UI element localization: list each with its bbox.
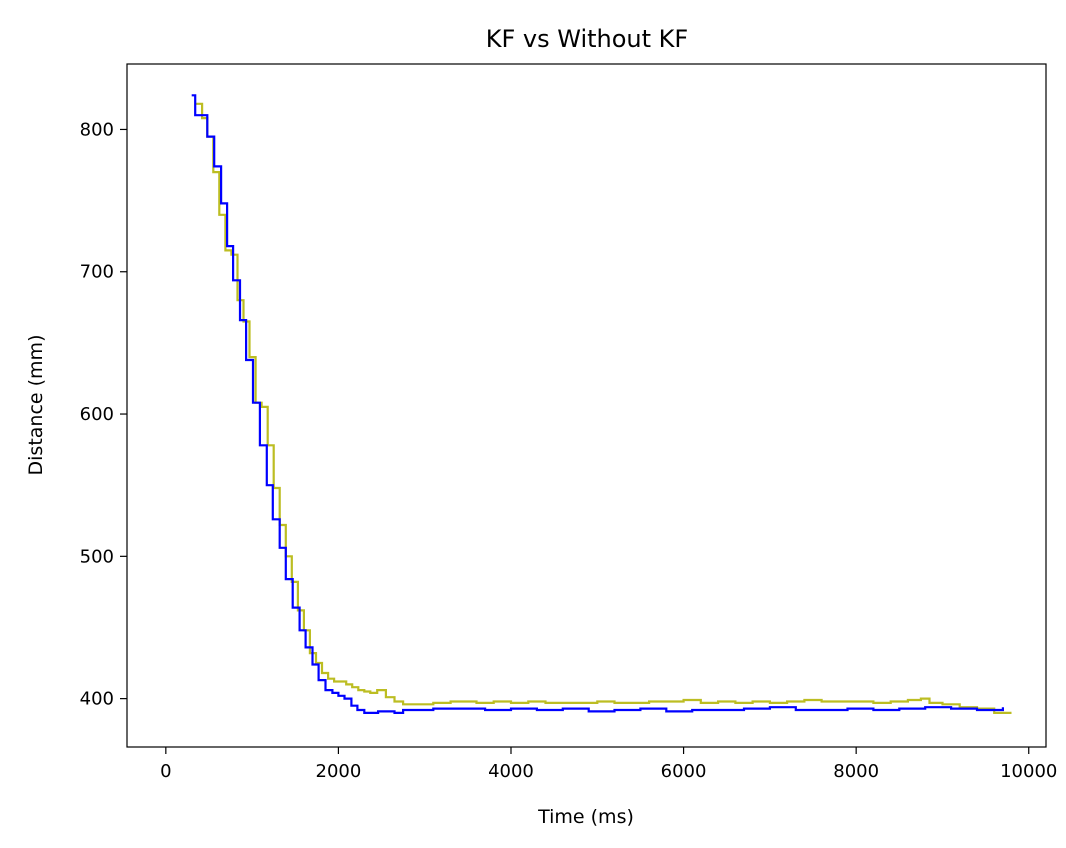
y-tick-label: 800 xyxy=(80,119,114,140)
x-tick-label: 4000 xyxy=(488,761,534,782)
series-layer xyxy=(191,94,1012,714)
x-tick-label: 2000 xyxy=(316,761,362,782)
y-axis: 400 500 600 700 800 xyxy=(80,119,127,710)
y-tick-label: 600 xyxy=(80,404,114,425)
series-line-1 xyxy=(196,102,1012,714)
y-axis-label: Distance (mm) xyxy=(25,335,47,476)
series-line-2 xyxy=(191,94,1004,714)
y-tick-label: 400 xyxy=(80,689,114,710)
chart-title: KF vs Without KF xyxy=(486,25,688,53)
y-tick-label: 500 xyxy=(80,546,114,567)
x-tick-label: 10000 xyxy=(1000,761,1057,782)
x-axis-label: Time (ms) xyxy=(537,806,634,828)
x-axis: 0 2000 4000 6000 8000 10000 xyxy=(160,747,1057,782)
x-tick-label: 0 xyxy=(160,761,171,782)
x-tick-label: 6000 xyxy=(661,761,707,782)
plot-frame xyxy=(126,63,1047,748)
y-tick-label: 700 xyxy=(80,262,114,283)
x-tick-label: 8000 xyxy=(833,761,879,782)
